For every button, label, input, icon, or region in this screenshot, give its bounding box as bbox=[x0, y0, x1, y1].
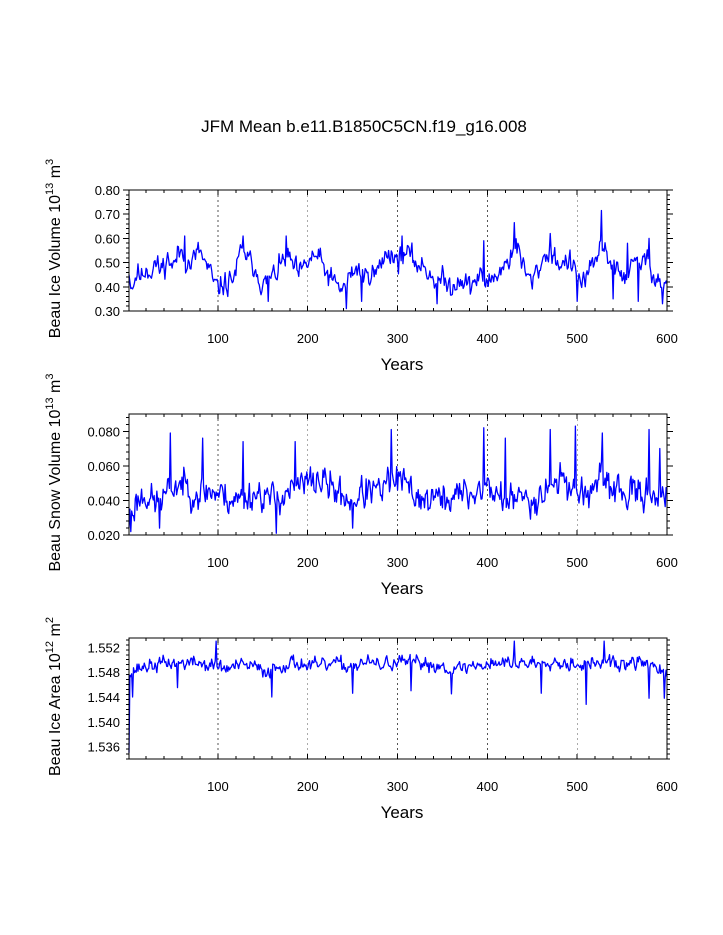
x-axis-label: Years bbox=[381, 355, 424, 374]
y-axis-label: Beau Ice Area 1012 m2 bbox=[44, 617, 64, 776]
y-tick-label: 0.50 bbox=[95, 256, 120, 271]
x-tick-label: 500 bbox=[566, 779, 588, 794]
panels: 100 200 300 400 500 600 0.30 0.40 0.50 0.60 0.70 0.… bbox=[44, 159, 678, 822]
y-tick-label: 0.60 bbox=[95, 231, 120, 246]
y-tick-label: 0.080 bbox=[87, 424, 120, 439]
x-tick-label: 500 bbox=[566, 331, 588, 346]
chart-panel-1: 100 200 300 400 500 600 0.30 0.40 0.50 0.60 0.70 0.… bbox=[44, 159, 678, 374]
y-axis-label: Beau Ice Volume 1013 m3 bbox=[44, 159, 64, 338]
x-tick-label: 600 bbox=[656, 555, 678, 570]
y-tick-label: 0.060 bbox=[87, 459, 120, 474]
x-tick-label: 600 bbox=[656, 331, 678, 346]
y-label-main: Beau Ice Volume 10 bbox=[47, 195, 64, 338]
y-label-main: Beau Snow Volume 10 bbox=[47, 410, 64, 572]
y-label-unit-exp: 3 bbox=[44, 373, 56, 379]
y-label-unit-exp: 3 bbox=[44, 159, 56, 165]
x-tick-label: 100 bbox=[207, 779, 229, 794]
series-line bbox=[128, 209, 668, 310]
y-label-exp: 12 bbox=[44, 641, 56, 653]
y-tick-label: 1.548 bbox=[87, 665, 120, 680]
y-tick-label: 0.30 bbox=[95, 304, 120, 319]
x-tick-label: 500 bbox=[566, 555, 588, 570]
y-label-unit-exp: 2 bbox=[44, 617, 56, 623]
y-label-unit: m bbox=[47, 380, 64, 398]
y-tick-label: 1.552 bbox=[87, 640, 120, 655]
y-label-unit: m bbox=[47, 165, 64, 183]
series-line bbox=[128, 425, 668, 534]
y-tick-label: 0.020 bbox=[87, 528, 120, 543]
y-label-main: Beau Ice Area 10 bbox=[47, 653, 64, 776]
plot-frame bbox=[128, 189, 668, 312]
y-label-exp: 13 bbox=[44, 397, 56, 409]
y-label-unit: m bbox=[47, 623, 64, 641]
series-line bbox=[128, 640, 668, 753]
y-tick-label: 0.40 bbox=[95, 280, 120, 295]
x-tick-label: 100 bbox=[207, 555, 229, 570]
chart-panel-2: 100 200 300 400 500 600 0.020 0.040 0.060 0.080 Ye… bbox=[44, 373, 678, 598]
y-label-exp: 13 bbox=[44, 183, 56, 195]
y-tick-label: 0.040 bbox=[87, 493, 120, 508]
x-tick-label: 400 bbox=[477, 555, 499, 570]
y-tick-label: 1.540 bbox=[87, 715, 120, 730]
x-tick-label: 200 bbox=[297, 331, 319, 346]
figure-title: JFM Mean b.e11.B1850C5CN.f19_g16.008 bbox=[201, 117, 527, 136]
y-tick-label: 0.80 bbox=[95, 183, 120, 198]
chart-panel-3: 100 200 300 400 500 600 1.536 1.540 1.544 1.548 1.… bbox=[44, 617, 678, 822]
x-tick-label: 200 bbox=[297, 779, 319, 794]
x-tick-label: 600 bbox=[656, 779, 678, 794]
x-axis-label: Years bbox=[381, 579, 424, 598]
y-tick-label: 1.544 bbox=[87, 690, 120, 705]
x-tick-label: 300 bbox=[387, 331, 409, 346]
y-tick-label: 1.536 bbox=[87, 740, 120, 755]
x-tick-label: 300 bbox=[387, 779, 409, 794]
x-tick-label: 200 bbox=[297, 555, 319, 570]
x-tick-label: 400 bbox=[477, 779, 499, 794]
x-tick-label: 100 bbox=[207, 331, 229, 346]
x-tick-label: 300 bbox=[387, 555, 409, 570]
x-tick-label: 400 bbox=[477, 331, 499, 346]
y-axis-label: Beau Snow Volume 1013 m3 bbox=[44, 373, 64, 571]
y-tick-label: 0.70 bbox=[95, 207, 120, 222]
x-axis-label: Years bbox=[381, 803, 424, 822]
